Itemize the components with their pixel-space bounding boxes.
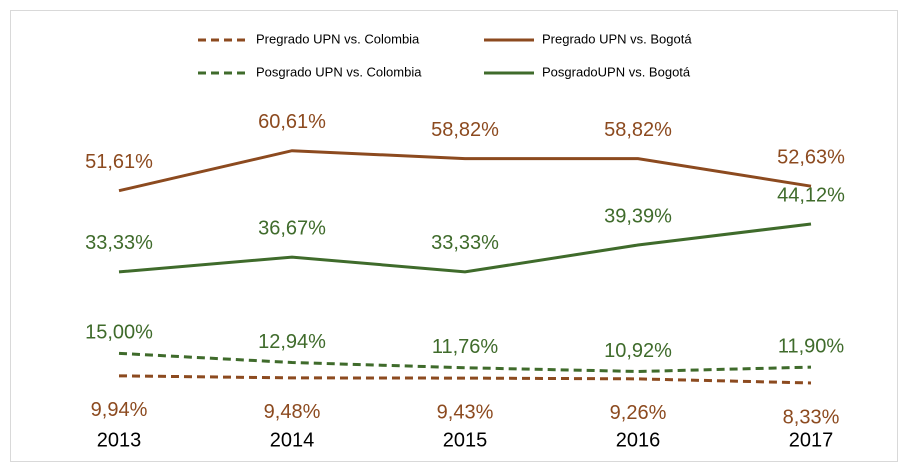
series-line (118, 374, 812, 385)
x-tick-label: 2017 (789, 429, 834, 451)
data-label: 36,67% (258, 217, 326, 239)
x-tick-label: 2015 (443, 429, 488, 451)
legend-label: Pregrado UPN vs. Bogotá (542, 31, 692, 46)
legend-label: PosgradoUPN vs. Bogotá (542, 64, 691, 79)
data-label: 33,33% (431, 232, 499, 254)
data-label: 33,33% (85, 232, 153, 254)
data-label: 12,94% (258, 331, 326, 353)
data-label: 9,48% (264, 401, 321, 423)
chart-border (10, 10, 898, 462)
legend-label: Pregrado UPN vs. Colombia (256, 31, 420, 46)
data-label: 9,26% (610, 402, 667, 424)
data-label: 44,12% (777, 184, 845, 206)
series-line (118, 149, 812, 193)
x-tick-label: 2013 (97, 429, 142, 451)
legend-label: Posgrado UPN vs. Colombia (256, 64, 422, 79)
data-label: 51,61% (85, 151, 153, 173)
data-label: 9,43% (437, 401, 494, 423)
x-tick-label: 2016 (616, 429, 661, 451)
data-label: 11,76% (432, 336, 499, 358)
data-label: 58,82% (604, 119, 672, 141)
data-label: 11,90% (778, 335, 845, 357)
data-label: 15,00% (85, 322, 153, 344)
data-label: 39,39% (604, 205, 672, 227)
x-tick-label: 2014 (270, 429, 315, 451)
data-label: 8,33% (783, 406, 840, 428)
series-line (118, 351, 812, 373)
data-label: 10,92% (604, 340, 672, 362)
data-label: 58,82% (431, 119, 499, 141)
series-line (118, 222, 812, 274)
data-label: 9,94% (91, 399, 148, 421)
data-label: 52,63% (777, 146, 845, 168)
data-label: 60,61% (258, 111, 326, 133)
